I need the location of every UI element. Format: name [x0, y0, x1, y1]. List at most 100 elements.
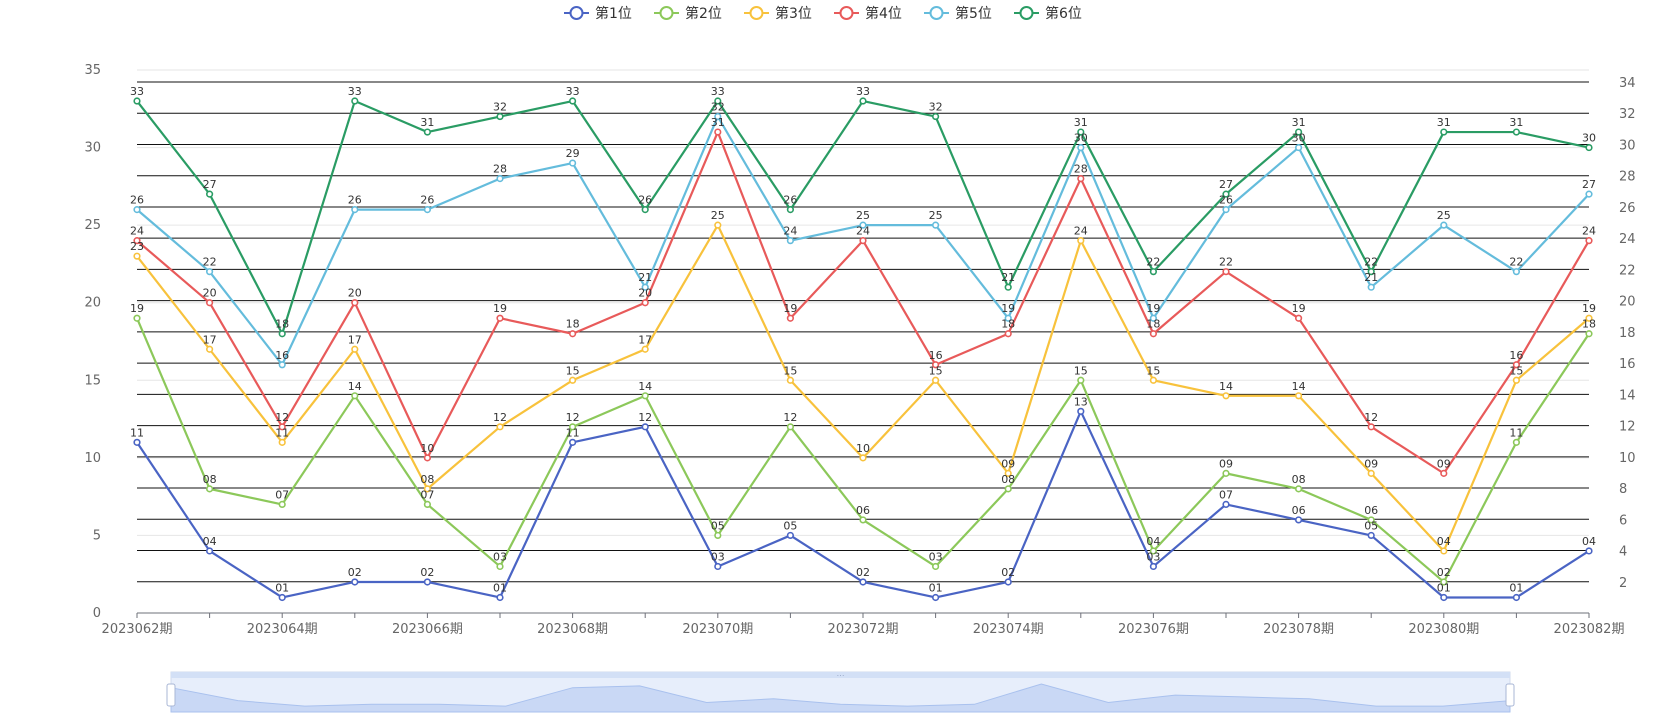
- data-point[interactable]: [786, 376, 795, 384]
- data-point[interactable]: [351, 345, 359, 353]
- legend-item-6[interactable]: 第6位: [1014, 5, 1082, 22]
- data-point[interactable]: [1440, 128, 1448, 136]
- data-point[interactable]: [133, 438, 141, 446]
- data-point[interactable]: [859, 237, 867, 245]
- data-point[interactable]: [714, 531, 722, 540]
- data-point[interactable]: [859, 221, 867, 229]
- data-point[interactable]: [1585, 547, 1593, 555]
- data-point[interactable]: [714, 562, 722, 571]
- data-point[interactable]: [1440, 221, 1448, 229]
- data-point[interactable]: [714, 112, 722, 121]
- data-point[interactable]: [1149, 330, 1157, 338]
- data-point[interactable]: [1149, 314, 1157, 322]
- data-point[interactable]: [1294, 143, 1303, 152]
- data-point[interactable]: [206, 299, 214, 307]
- data-point[interactable]: [1222, 500, 1230, 509]
- data-point[interactable]: [641, 392, 649, 400]
- data-point[interactable]: [1222, 206, 1230, 214]
- data-point[interactable]: [859, 454, 867, 462]
- data-point[interactable]: [1004, 485, 1012, 493]
- data-point[interactable]: [1367, 423, 1375, 431]
- data-point[interactable]: [1149, 268, 1157, 276]
- data-point[interactable]: [1512, 268, 1520, 276]
- data-point[interactable]: [133, 206, 141, 214]
- data-point[interactable]: [1294, 516, 1303, 524]
- data-point[interactable]: [931, 593, 940, 602]
- data-point[interactable]: [641, 283, 649, 291]
- data-point[interactable]: [714, 97, 722, 105]
- data-point[interactable]: [1077, 128, 1085, 136]
- data-point[interactable]: [1294, 392, 1303, 400]
- data-point[interactable]: [133, 237, 141, 245]
- data-point[interactable]: [568, 330, 577, 338]
- data-point[interactable]: [1004, 283, 1012, 291]
- data-point[interactable]: [423, 454, 432, 462]
- data-point[interactable]: [786, 423, 795, 431]
- data-point[interactable]: [278, 330, 286, 338]
- data-point[interactable]: [206, 268, 214, 276]
- data-point[interactable]: [568, 159, 577, 167]
- data-point[interactable]: [423, 578, 432, 586]
- data-point[interactable]: [931, 361, 940, 369]
- zoom-drag-grip-icon[interactable]: ⋯: [837, 671, 845, 680]
- data-point[interactable]: [206, 547, 214, 555]
- data-point[interactable]: [859, 97, 867, 105]
- data-point[interactable]: [1077, 407, 1085, 415]
- data-point[interactable]: [1004, 314, 1012, 322]
- legend-item-2[interactable]: 第2位: [654, 5, 722, 22]
- data-point[interactable]: [1585, 143, 1593, 152]
- data-point[interactable]: [786, 314, 795, 322]
- data-zoom-slider[interactable]: ⋯: [166, 671, 1515, 713]
- data-point[interactable]: [1077, 175, 1085, 183]
- data-point[interactable]: [1077, 143, 1085, 152]
- data-point[interactable]: [1440, 547, 1448, 555]
- legend-item-5[interactable]: 第5位: [924, 5, 992, 22]
- data-point[interactable]: [206, 485, 214, 493]
- data-point[interactable]: [1077, 376, 1085, 384]
- data-point[interactable]: [278, 361, 286, 369]
- data-point[interactable]: [1585, 330, 1593, 338]
- data-point[interactable]: [278, 500, 286, 509]
- data-point[interactable]: [931, 376, 940, 384]
- data-point[interactable]: [423, 485, 432, 493]
- data-point[interactable]: [1149, 562, 1157, 571]
- data-point[interactable]: [859, 578, 867, 586]
- data-point[interactable]: [1512, 361, 1520, 369]
- data-point[interactable]: [206, 190, 214, 198]
- data-point[interactable]: [859, 516, 867, 524]
- data-point[interactable]: [714, 128, 722, 136]
- data-point[interactable]: [1149, 547, 1157, 555]
- data-point[interactable]: [1512, 376, 1520, 384]
- data-point[interactable]: [1294, 314, 1303, 322]
- data-point[interactable]: [1222, 469, 1230, 477]
- data-point[interactable]: [1440, 578, 1448, 586]
- data-point[interactable]: [1004, 578, 1012, 586]
- data-point[interactable]: [786, 237, 795, 245]
- data-point[interactable]: [568, 438, 577, 446]
- data-point[interactable]: [496, 562, 504, 571]
- data-point[interactable]: [1512, 128, 1520, 136]
- data-point[interactable]: [714, 221, 722, 229]
- data-point[interactable]: [1440, 469, 1448, 477]
- data-point[interactable]: [133, 314, 141, 322]
- zoom-right-handle[interactable]: [1505, 683, 1515, 707]
- data-point[interactable]: [423, 128, 432, 136]
- data-point[interactable]: [1367, 283, 1375, 291]
- data-point[interactable]: [641, 206, 649, 214]
- data-point[interactable]: [931, 112, 940, 121]
- data-point[interactable]: [278, 423, 286, 431]
- data-point[interactable]: [133, 97, 141, 105]
- data-point[interactable]: [1367, 531, 1375, 540]
- data-point[interactable]: [786, 206, 795, 214]
- data-point[interactable]: [1004, 330, 1012, 338]
- data-point[interactable]: [351, 97, 359, 105]
- data-point[interactable]: [931, 221, 940, 229]
- data-point[interactable]: [641, 299, 649, 307]
- legend-item-1[interactable]: 第1位: [564, 5, 632, 22]
- data-point[interactable]: [278, 438, 286, 446]
- data-point[interactable]: [568, 423, 577, 431]
- data-point[interactable]: [1294, 485, 1303, 493]
- data-point[interactable]: [1222, 190, 1230, 198]
- data-point[interactable]: [351, 299, 359, 307]
- data-point[interactable]: [1367, 268, 1375, 276]
